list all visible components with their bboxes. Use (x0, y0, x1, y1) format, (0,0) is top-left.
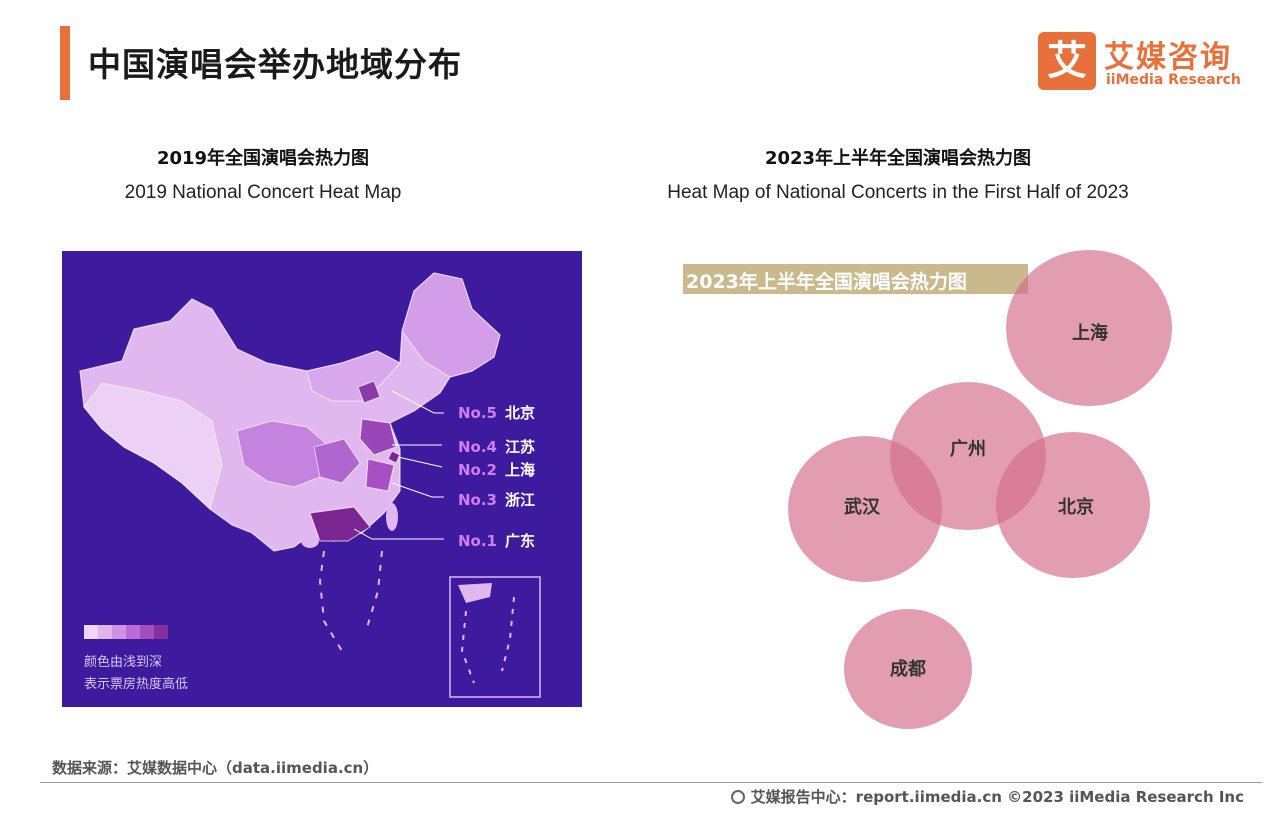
legend-swatch-1 (84, 625, 98, 639)
page-title: 中国演唱会举办地域分布 (88, 45, 462, 84)
legend-line-1: 颜色由浅到深 (84, 655, 163, 670)
footer-divider (40, 782, 1262, 783)
bubble-shanghai (1006, 250, 1172, 406)
legend-swatch-6 (154, 625, 168, 639)
legend-line-2: 表示票房热度高低 (84, 677, 189, 692)
bubble-label-wuhan: 武汉 (844, 497, 880, 518)
logo-en-text: iiMedia Research (1106, 72, 1241, 88)
province-zhejiang (365, 458, 395, 492)
province-guangdong (309, 506, 371, 542)
bubble-label-guangzhou: 广州 (950, 439, 986, 460)
data-source: 数据来源：艾媒数据中心（data.iimedia.cn） (52, 759, 379, 777)
right-caption-cn: 2023年上半年全国演唱会热力图 (764, 148, 1032, 169)
province-central-dark (313, 438, 361, 484)
left-caption-en: 2019 National Concert Heat Map (124, 182, 402, 203)
china-map-graphic (79, 272, 541, 698)
legend-swatch-2 (98, 625, 112, 639)
heatmap-banner: 2023年上半年全国演唱会热力图 (683, 264, 1028, 294)
footer-report-text: 艾媒报告中心：report.iimedia.cn ©2023 iiMedia R… (750, 788, 1244, 806)
banner-text: 2023年上半年全国演唱会热力图 (686, 271, 967, 293)
title-accent-bar (60, 26, 70, 100)
bubble-guangzhou (890, 382, 1046, 530)
bubble-label-shanghai: 上海 (1072, 323, 1108, 344)
left-caption-cn: 2019年全国演唱会热力图 (156, 148, 370, 169)
logo-cn-text: 艾媒咨询 (1104, 40, 1232, 75)
china-heat-map: No.5 北京 No.4 江苏 No.2 上海 No.3 浙江 No.1 广东 颜色由浅到… (62, 251, 582, 707)
bubble-label-chengdu: 成都 (890, 659, 926, 680)
right-caption-en: Heat Map of National Concerts in the Fir… (667, 182, 1129, 203)
left-caption: 2019年全国演唱会热力图 2019 National Concert Heat… (62, 144, 464, 204)
south-sea-inset (449, 576, 541, 698)
color-scale-legend (84, 625, 168, 639)
hainan-island (301, 534, 319, 548)
province-jiangsu (359, 418, 397, 456)
footer-report: 艾媒报告中心：report.iimedia.cn ©2023 iiMedia R… (730, 786, 1244, 807)
legend-swatch-5 (140, 625, 154, 639)
rank-zhejiang: No.3 浙江 (458, 491, 536, 509)
bubble-label-beijing: 北京 (1058, 497, 1094, 518)
province-shade-north (306, 350, 401, 402)
logo-mark: 艾 (1038, 32, 1096, 90)
legend-swatch-3 (112, 625, 126, 639)
province-shade-west (83, 382, 223, 510)
legend-swatch-4 (126, 625, 140, 639)
province-shade-northeast (401, 272, 501, 378)
province-beijing (357, 380, 381, 404)
globe-icon (730, 790, 745, 804)
south-sea-dashes (318, 550, 383, 652)
iimedia-logo: 艾 艾媒咨询 iiMedia Research (1038, 30, 1241, 94)
taiwan-island (386, 503, 398, 531)
bubble-chengdu (844, 609, 972, 729)
rank-jiangsu: No.4 江苏 (458, 438, 536, 456)
right-caption: 2023年上半年全国演唱会热力图 Heat Map of National Co… (630, 144, 1166, 204)
ranking-leader-lines (353, 390, 444, 540)
rank-shanghai: No.2 上海 (458, 461, 536, 479)
province-shanghai (387, 450, 401, 464)
rank-guangdong: No.1 广东 (458, 532, 536, 550)
rank-beijing: No.5 北京 (458, 404, 536, 422)
